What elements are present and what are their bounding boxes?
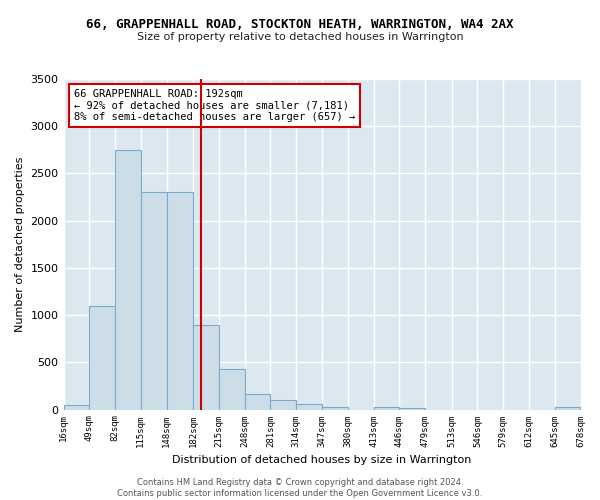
Bar [245, 394, 271, 409]
Bar [167, 192, 193, 410]
Bar [374, 406, 400, 410]
Bar [271, 400, 296, 409]
Bar [555, 406, 580, 410]
X-axis label: Distribution of detached houses by size in Warrington: Distribution of detached houses by size … [172, 455, 472, 465]
Text: 66, GRAPPENHALL ROAD, STOCKTON HEATH, WARRINGTON, WA4 2AX: 66, GRAPPENHALL ROAD, STOCKTON HEATH, WA… [86, 18, 514, 30]
Bar [141, 192, 167, 410]
Bar [115, 150, 141, 409]
Text: 66 GRAPPENHALL ROAD: 192sqm
← 92% of detached houses are smaller (7,181)
8% of s: 66 GRAPPENHALL ROAD: 192sqm ← 92% of det… [74, 89, 355, 122]
Y-axis label: Number of detached properties: Number of detached properties [15, 156, 25, 332]
Bar [193, 324, 219, 410]
Bar [296, 404, 322, 409]
Bar [64, 405, 89, 409]
Text: Size of property relative to detached houses in Warrington: Size of property relative to detached ho… [137, 32, 463, 42]
Text: Contains HM Land Registry data © Crown copyright and database right 2024.
Contai: Contains HM Land Registry data © Crown c… [118, 478, 482, 498]
Bar [89, 306, 115, 410]
Bar [219, 369, 245, 410]
Bar [400, 408, 425, 410]
Bar [322, 406, 348, 410]
